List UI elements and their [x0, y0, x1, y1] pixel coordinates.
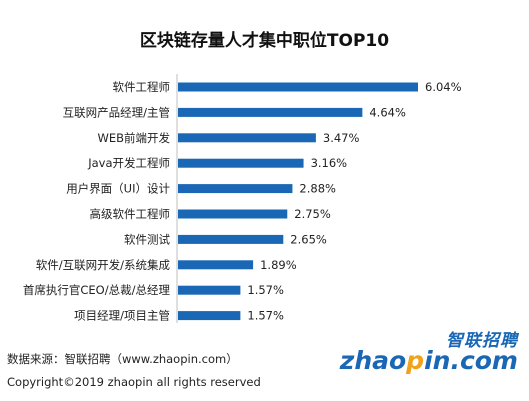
value-label: 1.57%: [247, 309, 284, 323]
category-label: 软件工程师: [113, 80, 171, 94]
logo-english-text: zhaopin.com: [340, 346, 518, 375]
value-label: 1.89%: [260, 258, 297, 272]
logo-en-accent: p: [406, 346, 425, 375]
bar: [178, 260, 254, 270]
value-label: 3.16%: [311, 156, 348, 170]
value-label: 2.65%: [290, 232, 327, 246]
category-label: 用户界面（UI）设计: [66, 182, 170, 196]
bar: [178, 311, 241, 321]
bar: [178, 158, 304, 168]
chart-title: 区块链存量人才集中职位TOP10: [139, 31, 390, 51]
logo-chinese-text: 智联招聘: [446, 331, 518, 351]
bar: [178, 184, 293, 194]
copyright-note: Copyright©2019 zhaopin all rights reserv…: [7, 375, 261, 389]
bar: [178, 133, 316, 143]
category-label: 软件/互联网开发/系统集成: [36, 258, 171, 272]
category-label: 高级软件工程师: [90, 207, 171, 221]
category-label: 首席执行官CEO/总裁/总经理: [23, 283, 171, 297]
category-label: 互联网产品经理/主管: [63, 105, 170, 119]
data-source-note: 数据来源：智联招聘（www.zhaopin.com）: [7, 352, 238, 366]
value-label: 3.47%: [323, 131, 360, 145]
category-label: Java开发工程师: [87, 156, 170, 170]
bars-group: 软件工程师 6.04% 互联网产品经理/主管 4.64% WEB前端开发 3.47% Jav…: [23, 80, 462, 323]
bar: [178, 285, 241, 295]
value-label: 2.88%: [299, 182, 336, 196]
logo-en-prefix: zhao: [339, 346, 407, 375]
category-label: WEB前端开发: [97, 131, 170, 145]
value-label: 6.04%: [425, 80, 462, 94]
zhaopin-logo: 智联招聘 zhaopin.com: [340, 326, 524, 386]
bar-chart: 软件工程师 6.04% 互联网产品经理/主管 4.64% WEB前端开发 3.47% Jav…: [23, 74, 462, 323]
logo-en-suffix: in.com: [424, 346, 518, 375]
category-label: 软件测试: [124, 232, 170, 246]
bar: [178, 107, 363, 117]
value-label: 1.57%: [247, 283, 284, 297]
value-label: 4.64%: [369, 105, 406, 119]
bar: [178, 82, 418, 92]
category-label: 项目经理/项目主管: [74, 309, 170, 323]
bar: [178, 234, 284, 244]
value-label: 2.75%: [294, 207, 331, 221]
bar: [178, 209, 288, 219]
